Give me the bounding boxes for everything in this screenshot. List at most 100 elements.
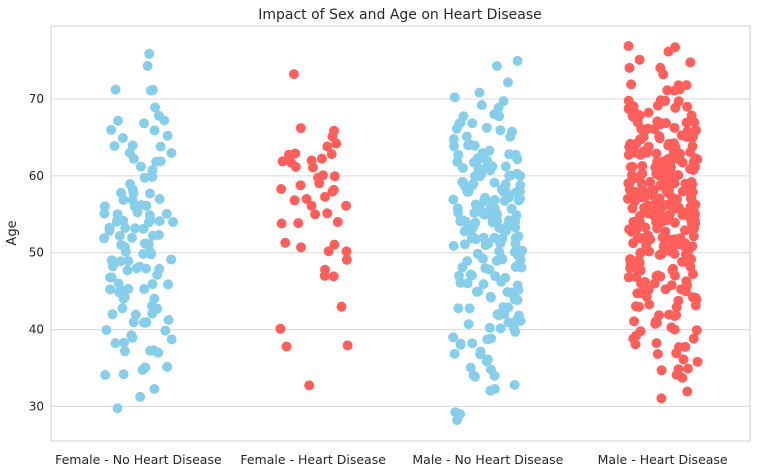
plot-area-frame (50, 25, 751, 442)
point-4-205 (652, 223, 663, 234)
point-3-16 (481, 122, 492, 133)
point-1-112 (119, 337, 129, 348)
point-1-115 (145, 345, 156, 356)
point-4-14 (674, 84, 685, 95)
point-4-239 (669, 248, 680, 259)
point-2-20 (314, 178, 325, 189)
point-1-110 (127, 332, 138, 343)
point-2-33 (332, 217, 343, 227)
x-tick-label-2: Female - Heart Disease (240, 452, 386, 467)
point-1-78 (107, 261, 118, 272)
point-1-68 (138, 249, 149, 259)
point-3-185 (455, 339, 466, 350)
point-3-171 (492, 309, 503, 320)
point-1-106 (160, 325, 171, 336)
point-1-87 (105, 284, 116, 295)
point-2-39 (341, 254, 352, 265)
point-2-11 (277, 156, 288, 167)
point-2-5 (322, 141, 333, 152)
point-1-114 (153, 347, 164, 358)
point-4-119 (645, 176, 656, 187)
point-3-35 (473, 154, 483, 165)
point-4-276 (681, 286, 691, 297)
point-3-11 (494, 111, 505, 122)
point-3-124 (460, 239, 470, 250)
point-4-260 (670, 270, 680, 281)
point-2-18 (317, 170, 328, 181)
point-1-55 (120, 223, 131, 233)
point-3-130 (509, 247, 520, 257)
point-3-49 (512, 168, 522, 179)
point-1-121 (118, 369, 129, 380)
point-1-44 (99, 208, 110, 219)
point-4-237 (654, 249, 665, 260)
point-1-96 (117, 303, 128, 314)
point-2-42 (319, 270, 330, 281)
x-tick-label-4: Male - Heart Disease (598, 452, 728, 467)
point-1-21 (128, 153, 139, 164)
point-3-179 (510, 326, 521, 337)
point-4-282 (690, 292, 701, 303)
point-4-12 (662, 85, 673, 96)
point-4-311 (682, 363, 693, 374)
point-3-83 (470, 199, 481, 210)
point-2-35 (280, 237, 291, 248)
point-4-30 (643, 107, 654, 118)
point-1-33 (118, 194, 129, 205)
point-3-202 (452, 415, 462, 425)
point-1-71 (123, 256, 134, 266)
point-4-154 (628, 194, 639, 205)
point-4-263 (623, 272, 634, 283)
point-4-271 (639, 276, 650, 287)
point-2-23 (328, 184, 339, 195)
point-4-316 (682, 386, 693, 397)
point-3-39 (487, 161, 498, 172)
point-4-257 (625, 263, 636, 274)
point-1-120 (100, 370, 111, 380)
point-1-80 (141, 263, 151, 274)
point-4-53 (638, 131, 649, 142)
point-4-5 (685, 57, 696, 68)
y-tick-label-60: 60 (29, 169, 44, 183)
point-4-292 (629, 316, 640, 327)
point-3-74 (448, 194, 459, 205)
point-1-51 (138, 223, 149, 234)
point-3-149 (478, 279, 489, 290)
point-4-86 (662, 154, 673, 165)
point-3-12 (467, 118, 478, 129)
point-4-305 (680, 341, 691, 352)
point-3-6 (449, 92, 460, 103)
point-1-2 (142, 61, 153, 71)
point-3-152 (496, 276, 507, 287)
point-1-37 (141, 200, 152, 211)
point-4-207 (624, 224, 635, 235)
point-1-42 (112, 209, 123, 220)
point-4-295 (651, 317, 662, 328)
point-2-24 (289, 195, 300, 206)
point-1-123 (135, 391, 146, 402)
point-2-19 (295, 180, 306, 191)
point-4-3 (663, 46, 674, 57)
point-3-196 (509, 379, 520, 390)
point-2-27 (341, 200, 352, 211)
point-1-83 (152, 269, 163, 280)
y-tick-label-30: 30 (29, 399, 44, 413)
point-4-110 (651, 169, 662, 179)
point-4-264 (655, 271, 666, 282)
point-4-302 (688, 333, 699, 344)
point-4-189 (662, 215, 672, 226)
point-4-97 (627, 161, 638, 172)
point-1-102 (128, 317, 139, 328)
point-1-58 (99, 233, 110, 244)
point-2-1 (288, 69, 299, 80)
point-3-137 (477, 253, 488, 264)
point-3-25 (469, 140, 480, 151)
point-4-270 (681, 276, 692, 287)
point-1-46 (154, 216, 165, 227)
point-3-198 (485, 385, 496, 396)
y-tick-label-50: 50 (29, 246, 44, 260)
point-3-19 (448, 134, 459, 145)
point-4-299 (691, 325, 702, 336)
point-4-52 (681, 131, 692, 142)
